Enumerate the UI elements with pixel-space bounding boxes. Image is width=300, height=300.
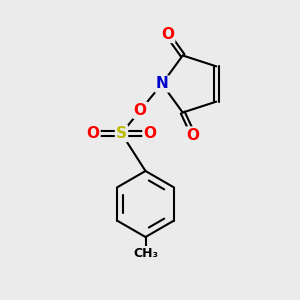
Text: O: O [86,126,100,141]
Text: O: O [161,27,174,42]
Text: O: O [134,103,147,118]
Text: S: S [116,126,127,141]
Text: O: O [143,126,157,141]
Text: O: O [187,128,200,142]
Text: CH₃: CH₃ [133,247,158,260]
Text: N: N [156,76,168,92]
